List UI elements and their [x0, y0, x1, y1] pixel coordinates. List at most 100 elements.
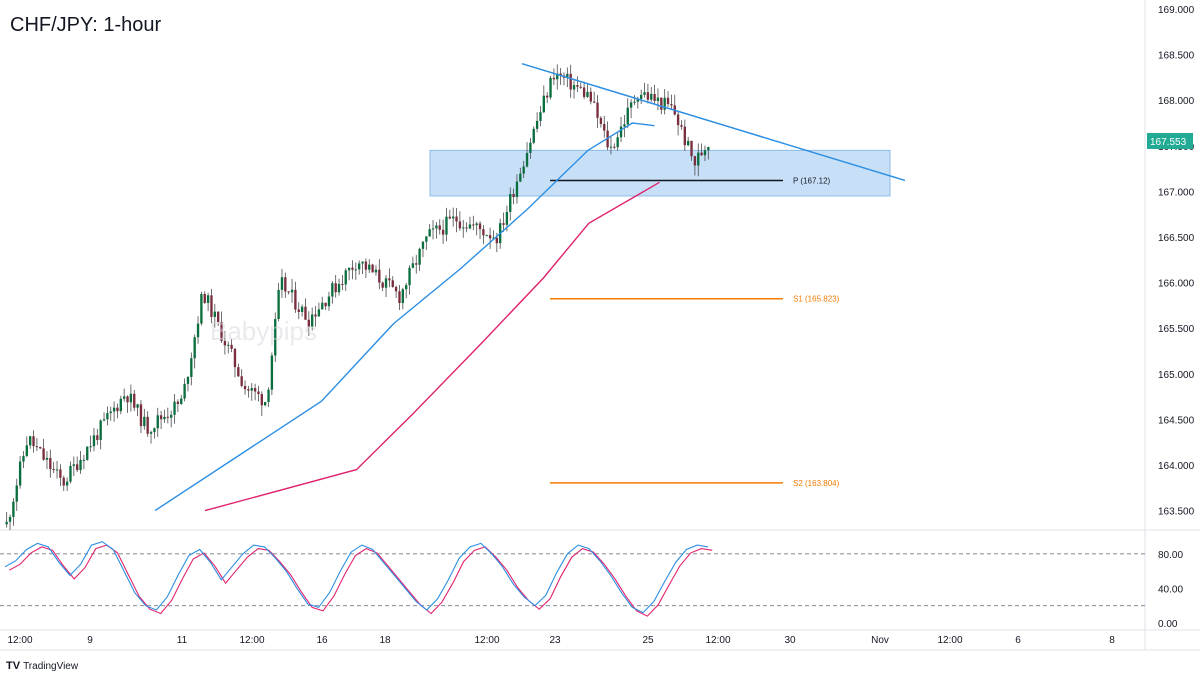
y-tick-label: 166.500	[1158, 233, 1195, 244]
candle-body	[603, 123, 606, 131]
candle-body	[525, 152, 529, 167]
candle-body	[166, 416, 169, 418]
candle-body	[502, 223, 505, 225]
candle-body	[324, 302, 327, 307]
candle-body	[582, 87, 586, 97]
candle-body	[206, 295, 210, 303]
candle-body	[697, 152, 700, 166]
candle-body	[274, 318, 277, 356]
candle-body	[703, 150, 707, 156]
candle-body	[250, 388, 253, 391]
candle-body	[408, 267, 411, 286]
candle-body	[552, 77, 556, 80]
candle-body	[693, 156, 697, 166]
candle-body	[65, 481, 69, 486]
candle-body	[240, 376, 243, 386]
candle-body	[495, 237, 498, 244]
candle-body	[485, 235, 488, 237]
candle-body	[371, 264, 374, 273]
candle-body	[344, 270, 347, 285]
candle-body	[76, 464, 79, 471]
x-tick-label: 12:00	[937, 635, 962, 646]
candle-body	[247, 389, 250, 391]
candle-body	[572, 85, 576, 90]
y-tick-label: 167.000	[1158, 187, 1195, 198]
candle-body	[304, 306, 307, 320]
candle-body	[99, 420, 102, 440]
candle-body	[39, 447, 42, 449]
candle-body	[445, 216, 448, 235]
candle-body	[448, 216, 451, 219]
y-tick-label: 165.000	[1158, 370, 1195, 381]
candle-body	[646, 92, 650, 100]
candle-body	[79, 459, 82, 471]
x-tick-label: 18	[379, 635, 391, 646]
candle-body	[452, 216, 455, 219]
moving-average-slow	[204, 181, 660, 512]
candle-body	[257, 391, 260, 395]
y-tick-label: 165.500	[1158, 324, 1195, 335]
candle-body	[15, 485, 18, 502]
candle-body	[633, 101, 636, 103]
candle-body	[260, 394, 263, 406]
x-tick-label: 12:00	[705, 635, 730, 646]
x-tick-label: 11	[177, 635, 188, 646]
candle-body	[643, 92, 646, 95]
y-tick-label: 163.500	[1158, 507, 1195, 518]
candle-body	[149, 432, 153, 434]
x-tick-label: 30	[784, 635, 796, 646]
osc-tick-label: 80.00	[1158, 550, 1183, 561]
candle-body	[700, 152, 703, 156]
current-price-tag	[1147, 132, 1193, 149]
consolidation-zone	[429, 149, 891, 197]
candle-body	[354, 269, 357, 271]
candle-body	[5, 521, 8, 525]
candle-body	[415, 263, 418, 265]
candle-body	[183, 383, 186, 399]
current-price-label: 167.553	[1150, 137, 1187, 148]
candle-body	[435, 225, 438, 229]
candle-body	[96, 435, 99, 440]
stoch-k-line	[4, 541, 709, 614]
candle-body	[290, 289, 294, 293]
candle-body	[623, 124, 626, 127]
candle-body	[307, 319, 310, 327]
candle-body	[619, 126, 623, 138]
tradingview-brand[interactable]: TV TradingView	[6, 660, 78, 672]
level-label-s1: S1 (165.823)	[793, 295, 840, 304]
candle-body	[505, 211, 509, 225]
candle-body	[203, 293, 206, 303]
candle-body	[49, 458, 52, 470]
y-tick-label: 168.000	[1158, 96, 1195, 107]
candle-body	[549, 77, 552, 98]
candle-body	[690, 140, 693, 157]
candle-body	[264, 402, 267, 406]
candle-body	[92, 435, 96, 447]
candle-body	[311, 314, 314, 327]
candle-body	[59, 469, 62, 478]
brand-label: TradingView	[23, 660, 79, 672]
candle-body	[650, 93, 653, 100]
candle-body	[351, 267, 354, 270]
candle-body	[599, 117, 603, 124]
candle-body	[707, 147, 710, 151]
candle-body	[509, 193, 512, 212]
candle-body	[431, 228, 435, 230]
candle-body	[237, 367, 240, 377]
candle-body	[368, 264, 371, 270]
candle-body	[569, 73, 572, 90]
candle-body	[139, 404, 143, 427]
candle-body	[32, 436, 35, 447]
candle-body	[425, 236, 428, 242]
candle-body	[636, 98, 639, 102]
candle-body	[535, 120, 539, 129]
candle-body	[112, 407, 116, 412]
candle-body	[364, 261, 368, 270]
y-tick-label: 164.000	[1158, 461, 1195, 472]
candle-body	[106, 413, 109, 420]
candle-body	[411, 263, 415, 268]
candle-body	[29, 436, 32, 446]
x-tick-label: 6	[1015, 635, 1021, 646]
candle-body	[421, 241, 425, 249]
candle-body	[82, 459, 86, 461]
